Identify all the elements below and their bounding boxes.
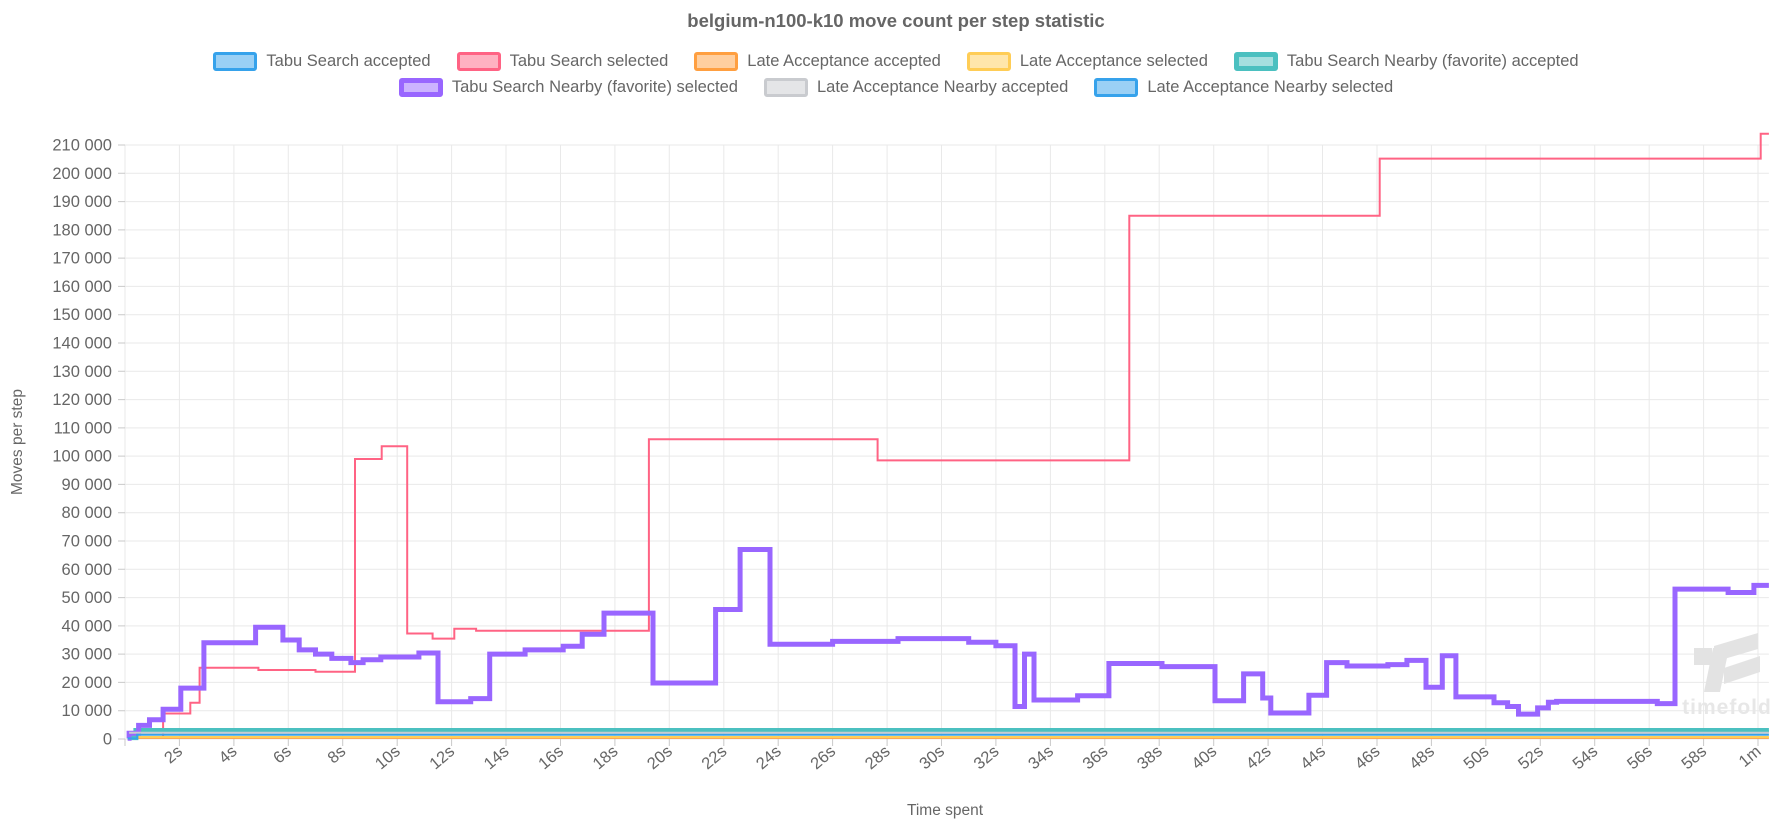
x-tick-label: 34s xyxy=(1025,742,1057,773)
x-tick-label: 20s xyxy=(644,742,676,773)
y-tick-label: 180 000 xyxy=(52,221,112,239)
timefold-logo-icon xyxy=(1724,656,1760,684)
legend-label: Late Acceptance Nearby selected xyxy=(1147,78,1394,96)
x-tick-label: 1m xyxy=(1735,742,1764,771)
y-tick-label: 70 000 xyxy=(62,533,112,551)
legend-item[interactable]: Late Acceptance accepted xyxy=(694,52,941,71)
legend-item[interactable]: Late Acceptance Nearby accepted xyxy=(763,78,1069,97)
x-tick-label: 52s xyxy=(1515,742,1547,773)
legend-swatch-icon xyxy=(763,78,808,97)
y-tick-label: 50 000 xyxy=(62,589,112,607)
x-tick-label: 14s xyxy=(481,742,513,773)
x-tick-label: 28s xyxy=(862,742,894,773)
y-tick-label: 160 000 xyxy=(52,278,112,296)
x-tick-label: 42s xyxy=(1243,742,1275,773)
legend-label: Tabu Search accepted xyxy=(266,52,431,70)
y-tick-label: 0 xyxy=(103,731,112,749)
x-tick-label: 32s xyxy=(971,742,1003,773)
legend-swatch-icon xyxy=(456,52,501,71)
y-tick-label: 90 000 xyxy=(62,476,112,494)
x-tick-label: 48s xyxy=(1406,742,1438,773)
legend-label: Tabu Search Nearby (favorite) selected xyxy=(451,78,738,96)
legend-swatch-icon xyxy=(398,78,443,97)
legend-row-2: Tabu Search Nearby (favorite) selected La… xyxy=(0,78,1792,97)
x-tick-label: 24s xyxy=(753,742,785,773)
x-tick-label: 44s xyxy=(1297,742,1329,773)
legend-swatch-icon xyxy=(1094,78,1139,97)
timefold-logo-icon xyxy=(1694,648,1712,665)
x-tick-label: 16s xyxy=(535,742,567,773)
x-tick-label: 26s xyxy=(807,742,839,773)
y-tick-label: 100 000 xyxy=(52,448,112,466)
y-tick-label: 120 000 xyxy=(52,391,112,409)
x-tick-label: 12s xyxy=(426,742,458,773)
y-tick-label: 110 000 xyxy=(54,419,112,437)
legend-swatch-icon xyxy=(966,52,1011,71)
grid-lines xyxy=(124,144,1769,740)
x-tick-label: 38s xyxy=(1134,742,1166,773)
x-tick-label: 18s xyxy=(590,742,622,773)
x-tick-label: 8s xyxy=(324,742,349,767)
y-tick-label: 150 000 xyxy=(52,306,112,324)
chart-legend: Tabu Search accepted Tabu Search selected… xyxy=(0,52,1792,104)
legend-label: Late Acceptance selected xyxy=(1019,52,1208,70)
x-tick-label: 56s xyxy=(1624,742,1656,773)
legend-swatch-icon xyxy=(213,52,258,71)
x-tick-label: 46s xyxy=(1352,742,1384,773)
legend-label: Late Acceptance accepted xyxy=(747,52,941,70)
y-tick-label: 170 000 xyxy=(52,250,112,268)
y-axis-tick-labels: 0 10 000 20 000 30 000 40 000 50 000 60 000 70 … xyxy=(52,137,112,749)
legend-row-1: Tabu Search accepted Tabu Search selected… xyxy=(0,52,1792,71)
legend-item[interactable]: Late Acceptance Nearby selected xyxy=(1094,78,1393,97)
y-tick-label: 130 000 xyxy=(52,363,112,381)
legend-swatch-icon xyxy=(1233,52,1278,71)
legend-item[interactable]: Tabu Search selected xyxy=(456,52,669,71)
x-tick-label: 2s xyxy=(161,742,186,767)
legend-swatch-icon xyxy=(694,52,739,71)
x-tick-label: 10s xyxy=(372,742,404,773)
x-tick-label: 36s xyxy=(1079,742,1111,773)
x-tick-label: 22s xyxy=(698,742,730,773)
y-tick-label: 20 000 xyxy=(62,674,112,692)
x-tick-label: 58s xyxy=(1678,742,1710,773)
legend-label: Late Acceptance Nearby accepted xyxy=(816,78,1069,96)
y-axis-title: Moves per step xyxy=(9,389,26,495)
timefold-watermark: timefold xyxy=(1682,633,1772,719)
y-tick-label: 80 000 xyxy=(62,504,112,522)
y-tick-label: 190 000 xyxy=(52,193,112,211)
x-axis-title: Time spent xyxy=(907,802,984,819)
legend-item[interactable]: Tabu Search accepted xyxy=(213,52,431,71)
y-tick-label: 10 000 xyxy=(62,702,112,720)
timefold-logo-icon xyxy=(1704,648,1729,692)
series-line-tabu-search-selected xyxy=(127,132,1769,739)
legend-label: Tabu Search Nearby (favorite) accepted xyxy=(1286,52,1579,70)
x-tick-label: 54s xyxy=(1569,742,1601,773)
y-tick-label: 30 000 xyxy=(62,646,112,664)
legend-item[interactable]: Late Acceptance selected xyxy=(966,52,1208,71)
series-line-late-acceptance-nearby-selected xyxy=(127,733,1769,740)
y-tick-label: 140 000 xyxy=(52,335,112,353)
x-tick-label: 4s xyxy=(216,742,241,767)
x-tick-label: 50s xyxy=(1460,742,1492,773)
chart-title: belgium-n100-k10 move count per step sta… xyxy=(687,10,1105,31)
y-tick-label: 200 000 xyxy=(52,165,112,183)
legend-label: Tabu Search selected xyxy=(509,52,669,70)
y-tick-label: 40 000 xyxy=(62,617,112,635)
legend-item[interactable]: Tabu Search Nearby (favorite) accepted xyxy=(1233,52,1579,71)
x-tick-label: 30s xyxy=(916,742,948,773)
y-tick-label: 210 000 xyxy=(52,137,112,155)
watermark-text: timefold xyxy=(1682,696,1772,719)
axis-tick-marks xyxy=(118,144,1759,746)
x-tick-label: 40s xyxy=(1188,742,1220,773)
legend-item[interactable]: Tabu Search Nearby (favorite) selected xyxy=(398,78,738,97)
series-line-tabu-search-nearby-favorite-selected xyxy=(126,547,1769,741)
y-tick-label: 60 000 xyxy=(62,561,112,579)
x-tick-label: 6s xyxy=(270,742,295,767)
x-axis-tick-labels: 2s 4s 6s 8s 10s 12s 14s 16s 18s 20s 22s 24s 26s 28s 30… xyxy=(161,742,1765,773)
